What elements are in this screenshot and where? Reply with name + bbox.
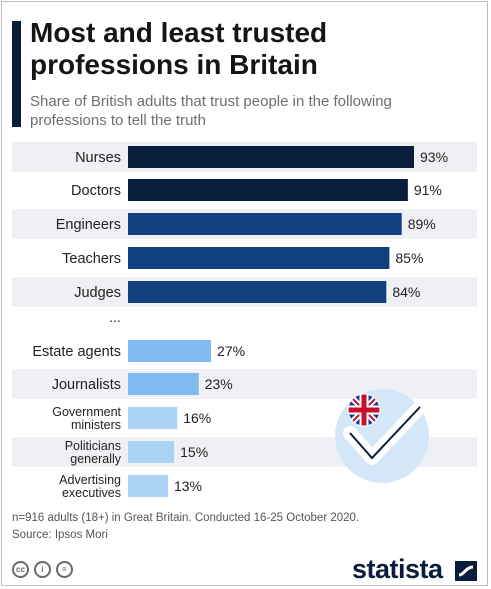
data-label: 15%	[180, 444, 208, 460]
category-label: Nurses	[75, 150, 121, 166]
bar	[128, 441, 175, 463]
category-label-line: Advertising	[59, 473, 121, 487]
data-label: 23%	[205, 376, 233, 392]
bar	[128, 281, 387, 303]
data-label: 85%	[395, 250, 423, 266]
bar	[128, 340, 212, 362]
separator-ellipsis: ...	[109, 309, 121, 325]
chart-title: Most and least trusted professions in Br…	[30, 17, 328, 80]
bar	[128, 179, 408, 201]
checkmark-outline	[349, 406, 421, 460]
category-label-line: Politicians	[65, 439, 121, 453]
category-label: Advertising executives	[59, 473, 121, 500]
footnote: n=916 adults (18+) in Great Britain. Con…	[12, 512, 360, 524]
data-label: 84%	[392, 284, 420, 300]
category-label: Teachers	[62, 251, 121, 267]
by-icon[interactable]: i	[34, 561, 51, 578]
chart-subtitle: Share of British adults that trust peopl…	[30, 93, 392, 129]
category-label: Journalists	[52, 377, 121, 393]
bar	[128, 213, 402, 235]
statista-logo[interactable]: statista	[352, 554, 443, 584]
bar	[128, 146, 414, 168]
category-label: Doctors	[71, 183, 121, 199]
title-accent-bar	[12, 21, 21, 127]
category-label: Politicians generally	[65, 439, 122, 466]
nd-icon[interactable]: =	[56, 561, 73, 578]
data-label: 89%	[408, 216, 436, 232]
data-label: 27%	[217, 343, 245, 359]
uk-flag-checkmark-icon	[335, 389, 429, 483]
category-label-line: generally	[70, 452, 121, 466]
bar-chart: Nurses 93% Doctors 91% Engineers 89% Teachers 8…	[12, 142, 477, 500]
flag-ring	[347, 393, 381, 427]
data-label: 16%	[183, 410, 211, 426]
data-label: 91%	[414, 182, 442, 198]
bar	[128, 247, 390, 269]
bar	[128, 373, 199, 395]
bar	[128, 407, 178, 429]
statista-logo-mark-icon	[455, 561, 477, 581]
category-label-line: Government	[52, 405, 121, 419]
category-label-line: ministers	[71, 418, 121, 432]
source-note: Source: Ipsos Mori	[12, 529, 108, 541]
category-label-line: executives	[62, 486, 121, 500]
category-label: Government ministers	[52, 405, 121, 432]
data-label: 13%	[174, 478, 202, 494]
category-label: Judges	[74, 285, 121, 301]
flag-cross-red	[348, 394, 380, 426]
data-label: 93%	[420, 149, 448, 165]
category-label: Engineers	[56, 217, 121, 233]
license-icons: cc i =	[12, 561, 73, 578]
cc-icon[interactable]: cc	[12, 561, 29, 578]
bar	[128, 475, 168, 497]
uk-flag-icon	[348, 394, 380, 426]
category-label: Estate agents	[32, 344, 121, 360]
